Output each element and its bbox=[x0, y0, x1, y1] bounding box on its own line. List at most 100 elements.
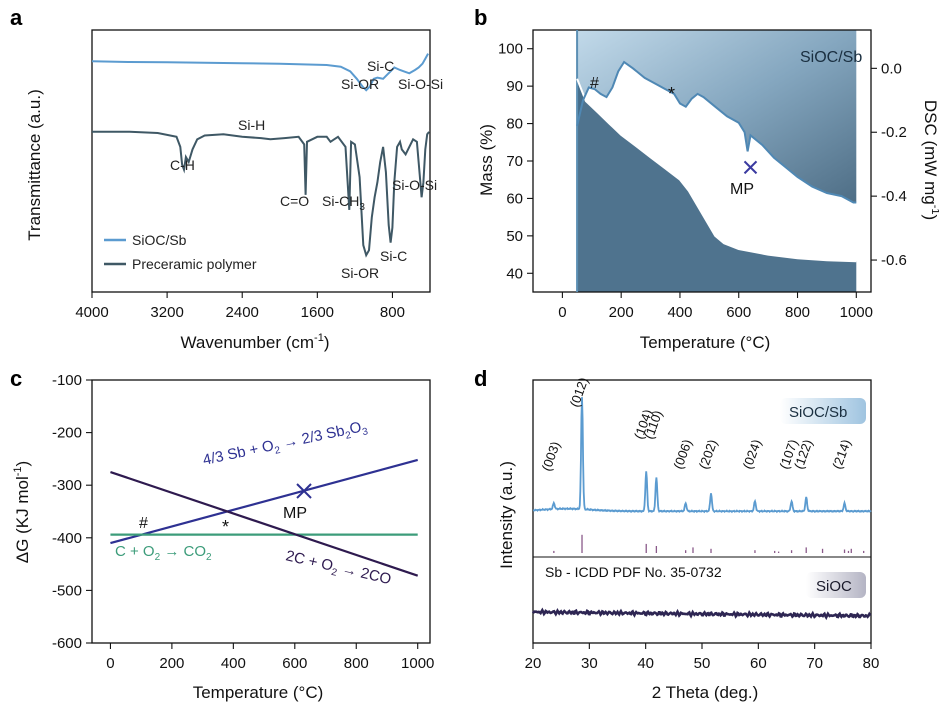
annotation-c-h: C-H bbox=[170, 157, 195, 173]
panel-c-ytick-label: -500 bbox=[52, 582, 82, 599]
panel-c-ylabel: ΔG (KJ mol-1) bbox=[12, 461, 32, 563]
panel-b-mp-label: MP bbox=[730, 181, 754, 198]
annotation-si-h: Si-H bbox=[238, 117, 265, 133]
panel-b-shading-lower bbox=[577, 78, 857, 293]
panel-c-eq-co: 2C + O2 → 2CO bbox=[283, 547, 392, 591]
annotation-si-or-upper: Si-OR bbox=[341, 76, 379, 92]
panel-c-xtick-label: 800 bbox=[344, 655, 369, 672]
panel-b-xtick-label: 800 bbox=[785, 304, 810, 321]
panel-c-eq-co2: C + O2 → CO2 bbox=[115, 543, 212, 563]
panel-b-ytick-label: 40 bbox=[506, 265, 523, 282]
panel-d-legend-sioc-sb: SiOC/Sb bbox=[789, 404, 847, 421]
panel-b-hash-annotation: # bbox=[590, 75, 599, 92]
panel-b-mp-marker bbox=[743, 160, 758, 175]
panel-a-xtick-label: 4000 bbox=[75, 304, 108, 321]
panel-a-xtick-label: 3200 bbox=[150, 304, 183, 321]
panel-b-y2tick-label: -0.2 bbox=[881, 124, 907, 141]
annotation-si-c-lower: Si-C bbox=[380, 248, 407, 264]
panel-label-b: b bbox=[474, 5, 487, 30]
panel-d-xtick-label: 80 bbox=[863, 655, 880, 672]
panel-a-xlabel: Wavenumber (cm-1) bbox=[181, 332, 330, 352]
panel-c-mp-label: MP bbox=[283, 505, 307, 522]
sioc-sb-ftir-line bbox=[91, 53, 429, 92]
hkl-label: (214) bbox=[829, 437, 853, 471]
panel-c-xtick-label: 400 bbox=[221, 655, 246, 672]
panel-d-reference-label: Sb - ICDD PDF No. 35-0732 bbox=[545, 564, 722, 580]
panel-d-xtick-label: 40 bbox=[637, 655, 654, 672]
panel-b-y2tick-label: -0.6 bbox=[881, 252, 907, 269]
panel-b-xtick-label: 0 bbox=[558, 304, 566, 321]
panel-b-star-annotation: * bbox=[668, 84, 675, 104]
panel-c-xtick-label: 200 bbox=[159, 655, 184, 672]
panel-d-legend-sioc: SiOC bbox=[816, 578, 852, 595]
panel-d-xrd-chart: 20 30 40 50 60 70 80 (003)(012)(104)(110)(006)… bbox=[497, 375, 879, 702]
co-line bbox=[110, 471, 419, 577]
panel-c-frame bbox=[91, 379, 431, 644]
panel-c-xtick-label: 600 bbox=[282, 655, 307, 672]
panel-c-xtick-label: 1000 bbox=[401, 655, 434, 672]
panel-b-xtick-label: 600 bbox=[726, 304, 751, 321]
panel-c-ytick-label: -200 bbox=[52, 425, 82, 442]
panel-d-xtick-label: 30 bbox=[581, 655, 598, 672]
panel-label-c: c bbox=[10, 366, 22, 391]
hkl-label: (202) bbox=[696, 437, 720, 471]
panel-d-legend-badge-sioc-sb bbox=[780, 398, 866, 424]
panel-label-a: a bbox=[10, 5, 23, 30]
panel-b-ylabel-right: DSC (mW mg-1) bbox=[921, 100, 939, 220]
panel-d-legend-badge-sioc bbox=[806, 572, 866, 598]
panel-d-ylabel: Intensity (a.u.) bbox=[497, 461, 516, 569]
sioc-sb-xrd-line bbox=[532, 397, 872, 514]
legend-label-sioc-sb: SiOC/Sb bbox=[132, 232, 187, 248]
panel-a-frame bbox=[91, 29, 431, 293]
sioc-xrd-line bbox=[531, 607, 872, 621]
annotation-si-ch3: Si-CH3 bbox=[322, 193, 365, 213]
panel-a-ylabel: Transmittance (a.u.) bbox=[25, 89, 44, 240]
dsc-curve-line bbox=[576, 60, 857, 204]
annotation-c-o: C=O bbox=[280, 193, 309, 209]
panel-b-xtick-label: 1000 bbox=[840, 304, 873, 321]
sb-oxidation-line bbox=[110, 458, 418, 545]
panel-d-xtick-label: 50 bbox=[694, 655, 711, 672]
panel-a-xtick-label: 1600 bbox=[301, 304, 334, 321]
panel-c-eq-sb: 4/3 Sb + O2 → 2/3 Sb2O3 bbox=[201, 417, 369, 471]
hkl-label: (003) bbox=[539, 439, 563, 473]
panel-d-xtick-label: 70 bbox=[806, 655, 823, 672]
panel-b-ytick-label: 70 bbox=[506, 153, 523, 170]
panel-d-xtick-label: 20 bbox=[525, 655, 542, 672]
annotation-si-o-si-upper: Si-O-Si bbox=[398, 76, 443, 92]
panel-c-ytick-label: -100 bbox=[52, 372, 82, 389]
annotation-si-c-upper: Si-C bbox=[367, 58, 394, 74]
panel-b-xlabel: Temperature (°C) bbox=[640, 333, 771, 352]
hkl-label: (024) bbox=[740, 437, 764, 471]
panel-b-ytick-label: 100 bbox=[498, 41, 523, 58]
panel-b-shading-upper bbox=[577, 30, 857, 203]
panel-a-ftir-chart: 4000 3200 2400 1600 800 Transmittance (a.u.)… bbox=[25, 29, 443, 352]
panel-c-xtick-label: 0 bbox=[106, 655, 114, 672]
panel-b-ytick-label: 50 bbox=[506, 228, 523, 245]
panel-b-ylabel: Mass (%) bbox=[477, 124, 496, 196]
panel-c-hash-annotation: # bbox=[139, 515, 148, 532]
preceramic-ftir-line bbox=[92, 130, 430, 258]
panel-c-mp-marker bbox=[296, 483, 312, 499]
panel-d-xlabel: 2 Theta (deg.) bbox=[652, 683, 758, 702]
panel-c-ytick-label: -600 bbox=[52, 635, 82, 652]
panel-b-xtick-label: 200 bbox=[609, 304, 634, 321]
panel-b-y2tick-label: 0.0 bbox=[881, 60, 902, 77]
panel-b-series-label: SiOC/Sb bbox=[800, 49, 862, 66]
hkl-label: (006) bbox=[670, 437, 694, 471]
panel-b-tga-dsc-chart: 0 200 400 600 800 1000 40 50 60 70 80 90 100 0.0 -0.2 -… bbox=[477, 29, 939, 352]
panel-c-gibbs-chart: 0 200 400 600 800 1000 -100 -200 -300 -400 -500 -60… bbox=[12, 372, 434, 702]
panel-d-xtick-label: 60 bbox=[750, 655, 767, 672]
panel-b-ytick-label: 60 bbox=[506, 190, 523, 207]
panel-a-xtick-label: 2400 bbox=[226, 304, 259, 321]
panel-b-ytick-label: 90 bbox=[506, 78, 523, 95]
panel-c-star-annotation: * bbox=[222, 517, 229, 537]
panel-b-y2tick-label: -0.4 bbox=[881, 188, 907, 205]
mass-curve-line bbox=[576, 78, 857, 263]
annotation-si-or-lower: Si-OR bbox=[341, 265, 379, 281]
panel-label-d: d bbox=[474, 366, 487, 391]
panel-c-ytick-label: -300 bbox=[52, 477, 82, 494]
panel-c-xlabel: Temperature (°C) bbox=[193, 683, 324, 702]
annotation-si-o-si-lower: Si-O-Si bbox=[392, 177, 437, 193]
